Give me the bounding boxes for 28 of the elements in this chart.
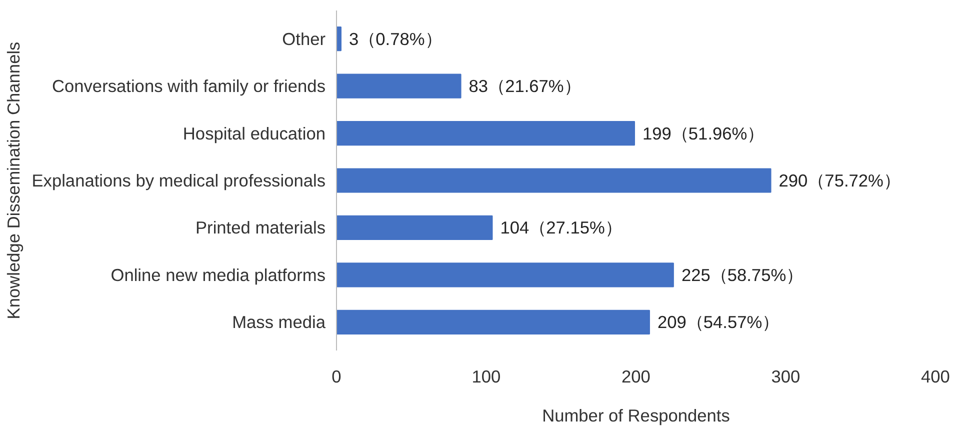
y-tick-label: Online new media platforms: [110, 264, 326, 285]
data-label: 225（58.75%）: [681, 264, 804, 285]
data-label: 290（75.72%）: [778, 170, 900, 190]
bar: [336, 26, 342, 52]
bar: [336, 262, 674, 288]
y-axis-title: Knowledge Dissemination Channels: [4, 41, 24, 320]
data-label: 209（54.57%）: [657, 312, 780, 332]
bar: [336, 310, 650, 334]
y-tick-label: Printed materials: [195, 218, 326, 238]
data-label: 104（27.15%）: [500, 218, 622, 238]
x-tick-label: 100: [472, 366, 501, 386]
y-tick-label: Other: [282, 28, 326, 49]
bar: [336, 74, 462, 98]
y-tick-label: Conversations with family or friends: [52, 76, 326, 96]
bar: [336, 120, 636, 146]
data-label: 83（21.67%）: [468, 76, 581, 96]
x-tick-label: 0: [332, 366, 342, 386]
x-tick-label: 400: [921, 366, 950, 386]
y-tick-label: Hospital education: [182, 123, 326, 144]
y-tick-label: Mass media: [232, 312, 326, 332]
x-tick-label: 200: [622, 366, 650, 386]
bar: [336, 215, 493, 240]
x-tick-label: 300: [771, 366, 800, 386]
data-label: 199（51.96%）: [642, 123, 764, 144]
x-axis-title: Number of Respondents: [542, 406, 730, 426]
bar: [336, 168, 772, 193]
y-tick-label: Explanations by medical professionals: [32, 170, 326, 190]
data-label: 3（0.78%）: [348, 28, 442, 49]
